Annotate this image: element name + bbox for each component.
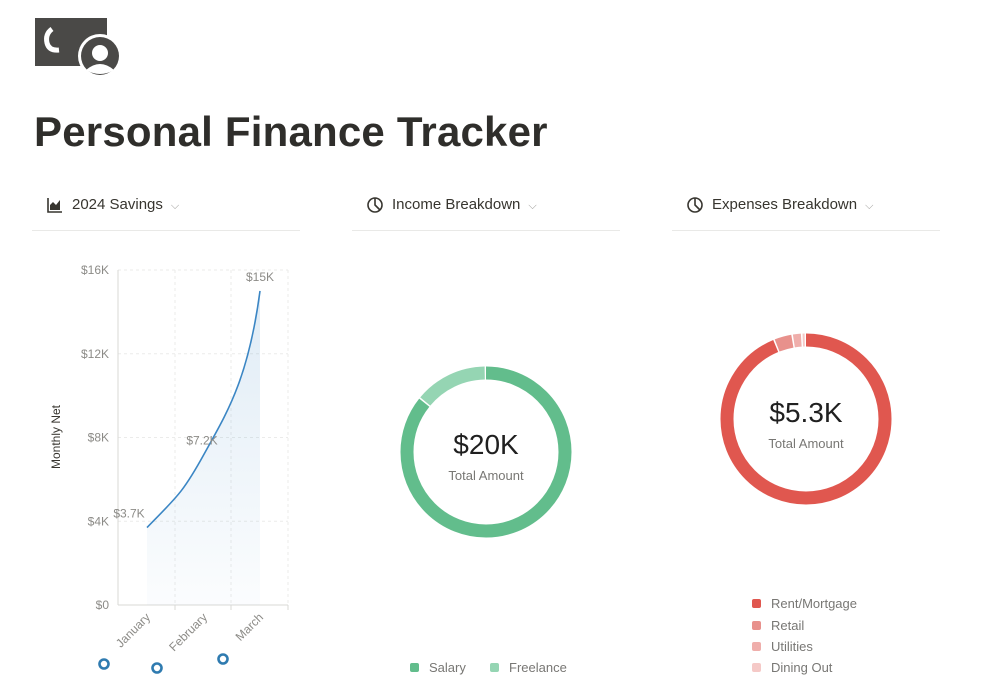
- legend-item[interactable]: Rent/Mortgage: [752, 596, 857, 611]
- view-label: Income Breakdown: [392, 196, 521, 213]
- income-donut-chart: $20K Total Amount: [400, 366, 572, 538]
- pie-chart-icon: [367, 197, 383, 213]
- page-title: Personal Finance Tracker: [34, 108, 548, 155]
- y-tick-label: $8K: [88, 431, 109, 445]
- legend-label: Salary: [429, 660, 466, 675]
- view-label: Expenses Breakdown: [712, 196, 858, 213]
- y-tick-label: $12K: [81, 347, 109, 361]
- legend-item[interactable]: Salary: [410, 660, 466, 675]
- legend-item[interactable]: Utilities: [752, 639, 813, 654]
- legend-label: Utilities: [771, 639, 813, 654]
- legend-swatch: [752, 642, 761, 651]
- donut-slice[interactable]: [400, 366, 572, 538]
- expenses-donut-chart: $5.3K Total Amount: [720, 333, 892, 505]
- legend-swatch: [752, 599, 761, 608]
- center-value: $5.3K: [769, 397, 842, 428]
- view-label: 2024 Savings: [72, 196, 163, 213]
- y-axis-label: Monthly Net: [49, 404, 63, 469]
- chevron-down-icon[interactable]: ⌵: [528, 200, 537, 212]
- category-marker[interactable]: [217, 653, 229, 665]
- center-label: Total Amount: [768, 436, 844, 451]
- view-tab-income[interactable]: Income Breakdown ⌵: [352, 196, 620, 231]
- savings-line: [146, 290, 261, 529]
- center-label: Total Amount: [448, 468, 524, 483]
- legend-swatch: [752, 621, 761, 630]
- chevron-down-icon[interactable]: ⌵: [170, 200, 180, 212]
- savings-area-chart: $0 $4K $8K $12K $16K Monthly Net $3.7K $7.2K $15…: [49, 263, 289, 674]
- y-tick-label: $16K: [81, 263, 109, 277]
- y-tick-label: $4K: [88, 514, 109, 528]
- center-value: $20K: [453, 429, 519, 460]
- savings-area-fill: [147, 290, 260, 605]
- money-logo-icon: [35, 18, 122, 78]
- legend-label: Freelance: [509, 660, 567, 675]
- legend-swatch: [410, 663, 419, 672]
- donut-slice[interactable]: [720, 333, 892, 505]
- chevron-down-icon[interactable]: ⌵: [865, 200, 874, 212]
- legend-swatch: [752, 663, 761, 672]
- legend-label: Retail: [771, 618, 805, 633]
- x-tick-label: February: [166, 610, 210, 654]
- x-tick-label: March: [233, 610, 266, 643]
- y-tick-label: $0: [96, 598, 110, 612]
- legend-label: Rent/Mortgage: [771, 596, 857, 611]
- pie-chart-icon: [687, 197, 703, 213]
- legend-item[interactable]: Dining Out: [752, 660, 832, 675]
- legend-item[interactable]: Retail: [752, 618, 804, 633]
- data-label: $3.7K: [113, 507, 144, 521]
- data-label: $7.2K: [186, 433, 217, 447]
- legend-swatch: [490, 663, 499, 672]
- area-chart-icon: [47, 198, 62, 213]
- legend-item[interactable]: Freelance: [490, 660, 567, 675]
- view-tab-savings[interactable]: 2024 Savings ⌵: [32, 196, 300, 231]
- view-tab-expenses[interactable]: Expenses Breakdown ⌵: [672, 196, 940, 231]
- data-label: $15K: [246, 270, 274, 284]
- category-marker[interactable]: [151, 662, 163, 674]
- legend-label: Dining Out: [771, 660, 833, 675]
- category-marker[interactable]: [98, 658, 110, 670]
- x-tick-label: January: [113, 610, 153, 650]
